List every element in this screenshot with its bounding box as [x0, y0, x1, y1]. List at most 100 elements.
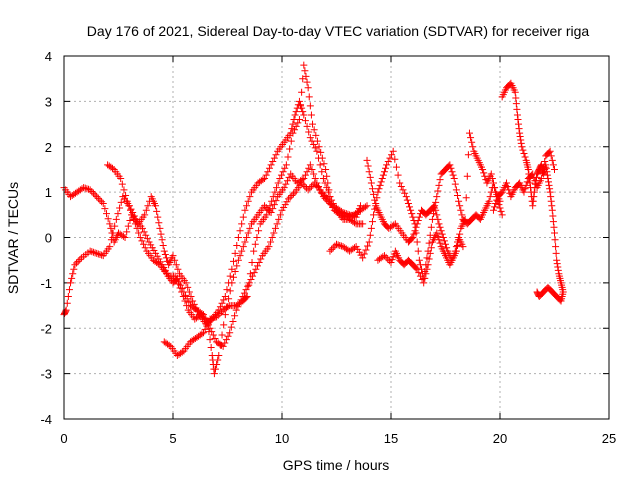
data-point — [238, 220, 246, 228]
data-point — [273, 184, 281, 192]
data-point — [244, 282, 252, 290]
data-point — [530, 188, 538, 196]
data-point — [552, 243, 560, 251]
data-point — [114, 210, 122, 218]
data-point — [133, 224, 141, 232]
data-point — [515, 120, 523, 128]
data-point — [433, 229, 441, 237]
data-point — [420, 279, 428, 287]
data-point — [343, 213, 351, 221]
data-point — [449, 171, 457, 179]
data-point — [350, 219, 358, 227]
data-point — [492, 199, 500, 207]
data-point — [272, 151, 280, 159]
y-tick-labels: -4 -3 -2 -1 0 1 2 3 4 — [40, 49, 52, 427]
data-point — [213, 361, 221, 369]
data-point — [313, 137, 321, 145]
data-point — [546, 147, 554, 155]
data-point — [523, 178, 531, 186]
data-point — [488, 175, 496, 183]
data-point — [247, 275, 255, 283]
data-point — [362, 246, 370, 254]
chart-title: Day 176 of 2021, Sidereal Day-to-day VTE… — [87, 23, 590, 39]
data-point — [464, 151, 472, 159]
data-point — [298, 176, 306, 184]
data-point — [468, 138, 476, 146]
data-point — [275, 215, 283, 223]
data-point — [367, 224, 375, 232]
data-point — [111, 222, 119, 230]
data-point — [368, 218, 376, 226]
y-axis-label: SDTVAR / TECUs — [5, 182, 21, 294]
data-point — [174, 265, 182, 273]
data-point — [448, 168, 456, 176]
data-point — [208, 315, 216, 323]
x-tick-label: 0 — [60, 431, 67, 446]
data-point — [552, 249, 560, 257]
data-point — [231, 312, 239, 320]
data-point — [427, 223, 435, 231]
data-point — [452, 186, 460, 194]
data-point — [319, 190, 327, 198]
data-point — [81, 184, 89, 192]
data-point — [189, 297, 197, 305]
data-point — [222, 336, 230, 344]
data-point — [491, 184, 499, 192]
data-point — [285, 195, 293, 203]
data-point — [368, 185, 376, 193]
data-point — [106, 243, 114, 251]
x-tick-label: 15 — [384, 431, 398, 446]
data-point — [305, 93, 313, 101]
data-point — [407, 206, 415, 214]
data-point — [365, 168, 373, 176]
data-point — [432, 198, 440, 206]
data-point — [253, 262, 261, 270]
data-point — [263, 211, 271, 219]
data-point — [529, 170, 537, 178]
y-tick-label: 4 — [45, 49, 52, 64]
data-point — [242, 294, 250, 302]
data-point — [327, 201, 335, 209]
data-point — [383, 161, 391, 169]
data-point — [112, 215, 120, 223]
data-point — [244, 197, 252, 205]
data-point — [439, 234, 447, 241]
data-point — [177, 281, 185, 289]
series-track-f — [363, 129, 504, 264]
data-point — [246, 224, 254, 232]
data-point — [370, 211, 378, 219]
data-point — [94, 194, 102, 202]
data-point — [391, 155, 399, 163]
data-point — [431, 202, 439, 210]
data-point — [245, 281, 253, 289]
data-point — [317, 148, 325, 156]
data-point — [409, 234, 417, 241]
data-point — [347, 212, 355, 220]
data-point — [394, 171, 402, 179]
data-point — [259, 176, 267, 184]
data-point — [549, 212, 557, 220]
data-point — [447, 164, 455, 172]
data-point — [387, 258, 395, 266]
data-point — [185, 298, 193, 306]
data-point — [359, 254, 367, 262]
data-point — [159, 241, 167, 249]
data-point — [273, 220, 281, 228]
data-point — [309, 120, 317, 128]
data-point — [518, 143, 526, 151]
data-point — [307, 182, 315, 190]
data-point — [540, 163, 548, 171]
data-point — [265, 164, 273, 172]
data-point — [274, 179, 282, 187]
data-point — [409, 213, 417, 221]
data-point — [295, 116, 303, 124]
data-point — [121, 234, 129, 241]
data-point — [354, 245, 362, 253]
data-point — [142, 231, 150, 239]
data-point — [436, 223, 444, 231]
data-point — [109, 164, 117, 172]
data-point — [487, 170, 495, 178]
data-point — [122, 192, 130, 200]
data-point — [310, 170, 318, 178]
data-point — [223, 286, 231, 294]
